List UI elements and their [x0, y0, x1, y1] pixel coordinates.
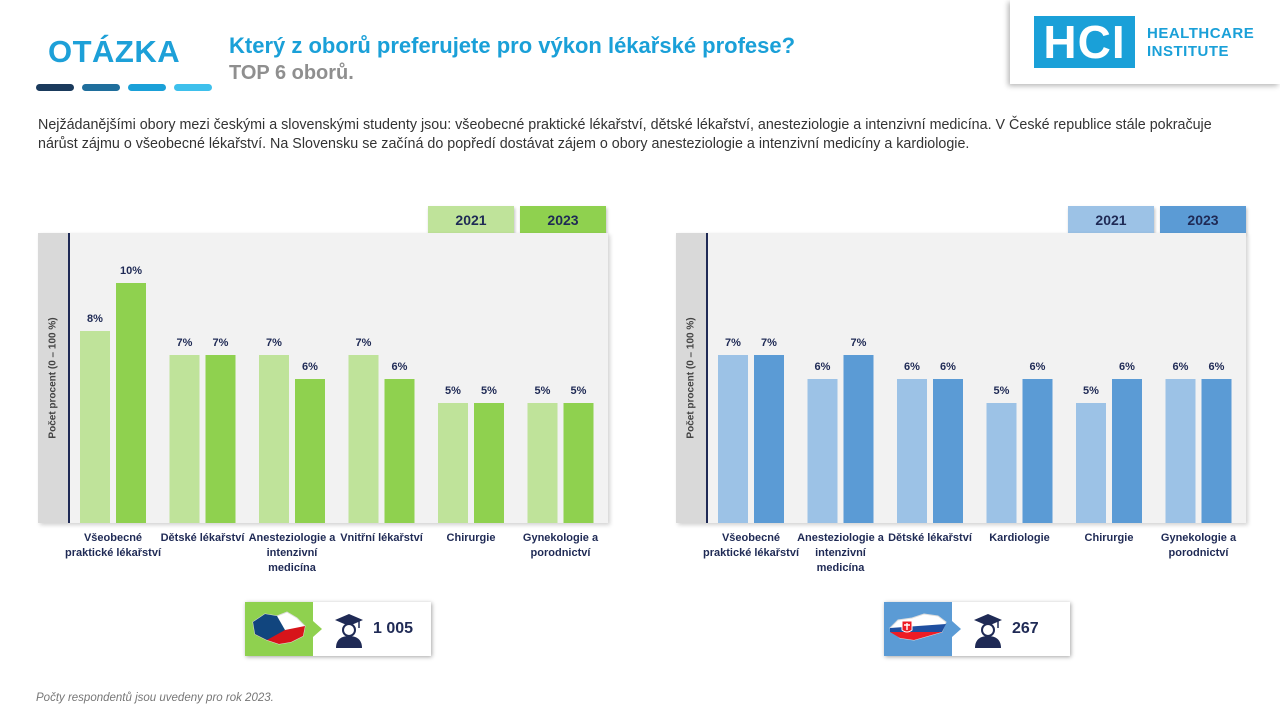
data-label-2023-0: 7%: [761, 337, 777, 349]
bar-2021-0: [80, 331, 110, 523]
data-label-2021-4: 5%: [445, 385, 461, 397]
graduate-icon: [974, 614, 1002, 648]
graduate-icon: [335, 614, 363, 648]
decorative-dashes: [36, 84, 212, 91]
bar-2023-2: [295, 379, 325, 523]
category-label-5: Gynekologie a porodnictví: [1160, 532, 1237, 559]
category-label-0: Všeobecné praktické lékařství: [703, 532, 800, 559]
bar-2023-4: [1112, 379, 1142, 523]
bar-2023-1: [205, 355, 236, 523]
page-title: Který z oborů preferujete pro výkon léka…: [229, 33, 796, 58]
category-label-1: Anesteziologie a intenzivní medicína: [797, 532, 884, 574]
category-label-2: Anesteziologie a intenzivní medicína: [248, 532, 336, 574]
legend-item-2021: 2021: [428, 206, 514, 234]
y-axis-line: [706, 233, 708, 523]
bar-2021-2: [897, 379, 927, 523]
category-label-2: Dětské lékařství: [888, 532, 972, 544]
bar-2021-5: [527, 403, 558, 523]
chart-legend: 2021 2023: [1068, 206, 1246, 234]
data-label-2023-4: 5%: [481, 385, 497, 397]
data-label-2021-1: 6%: [815, 361, 831, 373]
respondent-count: 1 005: [245, 602, 431, 656]
data-label-2021-2: 6%: [904, 361, 920, 373]
slovak-flag-map-icon: [884, 602, 952, 656]
data-label-2021-1: 7%: [177, 337, 193, 349]
data-label-2023-5: 5%: [571, 385, 587, 397]
bar-chart: 7% 7% 6% 7% 6% 6% 5% 6% 5% 6% 6% 6%: [718, 337, 1232, 523]
data-label-2023-2: 6%: [940, 361, 956, 373]
data-label-2021-3: 5%: [994, 385, 1010, 397]
data-label-2021-5: 5%: [535, 385, 551, 397]
data-label-2021-4: 5%: [1083, 385, 1099, 397]
bar-2023-3: [384, 379, 415, 523]
logo-text: HEALTHCARE INSTITUTE: [1147, 25, 1254, 61]
bar-2023-0: [754, 355, 784, 523]
data-label-2023-3: 6%: [392, 361, 408, 373]
data-label-2023-4: 6%: [1119, 361, 1135, 373]
data-label-2021-3: 7%: [356, 337, 372, 349]
bar-2021-3: [348, 355, 379, 523]
legend-item-2021: 2021: [1068, 206, 1154, 234]
plot-area: Počet procent (0 – 100 %) 7% 7% 6% 7% 6% 6% 5%…: [676, 233, 1246, 523]
legend-item-2023: 2023: [1160, 206, 1246, 234]
data-label-2023-1: 7%: [851, 337, 867, 349]
bar-2023-1: [843, 355, 874, 523]
bar-2021-1: [169, 355, 200, 523]
y-axis-line: [68, 233, 70, 523]
bar-2021-4: [438, 403, 468, 523]
y-axis-band: [38, 233, 68, 523]
legend-item-2023: 2023: [520, 206, 606, 234]
bar-2021-1: [807, 379, 838, 523]
category-label-0: Všeobecné praktické lékařství: [65, 532, 162, 559]
bar-2021-3: [986, 403, 1017, 523]
bar-2023-0: [116, 283, 146, 523]
plot-area: Počet procent (0 – 100 %) 8% 10% 7% 7% 7% 6% 7…: [38, 233, 608, 523]
pointer-arrow: [313, 621, 322, 637]
respondent-count: 267: [884, 602, 1070, 656]
footnote: Počty respondentů jsou uvedeny pro rok 2…: [36, 692, 274, 704]
logo-mark: HCI: [1034, 16, 1135, 68]
category-label-4: Chirurgie: [1084, 532, 1134, 544]
question-badge: OTÁZKA: [48, 34, 181, 69]
category-label-1: Dětské lékařství: [160, 532, 245, 544]
bar-2023-5: [563, 403, 594, 523]
data-label-2023-0: 10%: [120, 265, 142, 277]
data-label-2021-0: 7%: [725, 337, 741, 349]
y-axis-band: [676, 233, 706, 523]
data-label-2023-2: 6%: [302, 361, 318, 373]
bar-chart: 8% 10% 7% 7% 7% 6% 7% 6% 5% 5% 5% 5%: [80, 265, 594, 523]
bar-2023-4: [474, 403, 504, 523]
respondent-count-value: 1 005: [373, 620, 414, 637]
bar-2021-5: [1165, 379, 1196, 523]
bar-2021-0: [718, 355, 748, 523]
pointer-arrow: [952, 621, 961, 637]
hci-logo: HCI HEALTHCARE INSTITUTE: [1010, 0, 1280, 84]
category-label-3: Vnitřní lékařství: [340, 532, 423, 544]
data-label-2023-1: 7%: [213, 337, 229, 349]
chart-panel-slovak: 2021 2023 Počet procent (0 – 100 %) 7% 7%…: [676, 206, 1256, 666]
bar-2023-2: [933, 379, 963, 523]
bar-2021-2: [259, 355, 289, 523]
page-subtitle: TOP 6 oborů.: [229, 62, 354, 84]
respondent-count-value: 267: [1012, 620, 1039, 637]
category-label-5: Gynekologie a porodnictví: [522, 532, 599, 559]
bar-2023-3: [1022, 379, 1053, 523]
data-label-2021-2: 7%: [266, 337, 282, 349]
intro-text: Nejžádanějšími obory mezi českými a slov…: [38, 117, 1212, 152]
bar-2023-5: [1201, 379, 1232, 523]
category-label-3: Kardiologie: [989, 532, 1050, 544]
chart-panel-czech: 2021 2023 Počet procent (0 – 100 %) 8% 10…: [38, 206, 618, 666]
bar-2021-4: [1076, 403, 1106, 523]
data-label-2021-0: 8%: [87, 313, 103, 325]
data-label-2023-5: 6%: [1209, 361, 1225, 373]
logo-line-1: HEALTHCARE: [1147, 25, 1255, 42]
chart-legend: 2021 2023: [428, 206, 606, 234]
data-label-2021-5: 6%: [1173, 361, 1189, 373]
czech-flag-map-icon: [245, 602, 313, 656]
data-label-2023-3: 6%: [1030, 361, 1046, 373]
logo-line-2: INSTITUTE: [1147, 43, 1229, 60]
category-label-4: Chirurgie: [446, 532, 496, 544]
